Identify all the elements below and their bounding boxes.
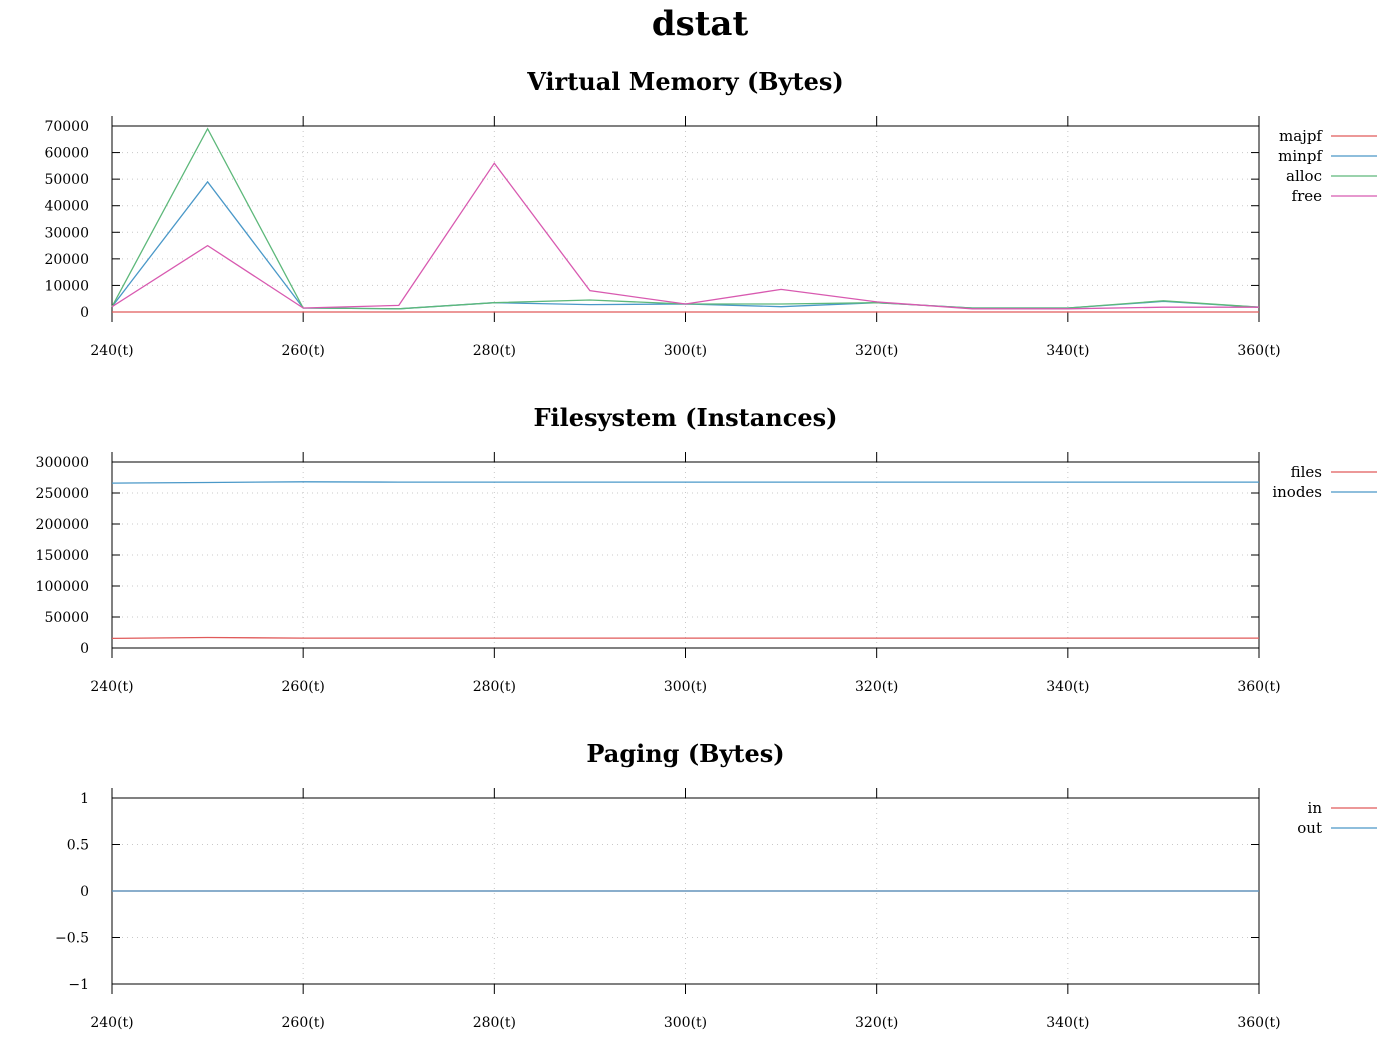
legend-label-majpf: majpf	[1279, 127, 1323, 145]
y-tick-label: 20000	[44, 252, 89, 268]
series-line-files	[111, 636, 1259, 640]
x-tick-label: 320(t)	[855, 679, 898, 695]
x-tick-label: 360(t)	[1237, 343, 1280, 359]
y-tick-label: 100000	[36, 579, 89, 595]
x-tick-label: 260(t)	[282, 679, 325, 695]
y-tick-label: 300000	[36, 455, 89, 471]
y-tick-label: 30000	[44, 225, 89, 241]
x-tick-label: 240(t)	[90, 679, 133, 695]
y-tick-label: 40000	[44, 199, 89, 215]
x-tick-label: 280(t)	[473, 1015, 516, 1031]
legend-label-files: files	[1291, 463, 1322, 481]
x-tick-label: 260(t)	[282, 1015, 325, 1031]
y-tick-label: 0	[80, 884, 89, 900]
y-tick-label: −0.5	[55, 931, 89, 947]
y-tick-label: 0	[80, 305, 89, 321]
x-tick-label: 280(t)	[473, 679, 516, 695]
chart-title: Virtual Memory (Bytes)	[526, 67, 844, 96]
legend-label-in: in	[1308, 799, 1323, 817]
x-tick-label: 240(t)	[90, 1015, 133, 1031]
legend-label-inodes: inodes	[1272, 483, 1322, 501]
y-tick-label: 50000	[44, 610, 89, 626]
y-tick-label: 250000	[36, 486, 89, 502]
series-line-inodes	[111, 481, 1259, 484]
y-tick-label: 150000	[36, 548, 89, 564]
y-tick-label: 200000	[36, 517, 89, 533]
x-tick-label: 260(t)	[282, 343, 325, 359]
x-tick-label: 340(t)	[1046, 1015, 1089, 1031]
y-tick-label: 0	[80, 641, 89, 657]
y-tick-label: 1	[80, 791, 89, 807]
series-line-free	[111, 162, 1259, 310]
y-tick-label: 70000	[44, 119, 89, 135]
y-tick-label: 50000	[44, 172, 89, 188]
x-tick-label: 340(t)	[1046, 679, 1089, 695]
x-tick-label: 340(t)	[1046, 343, 1089, 359]
legend-label-minpf: minpf	[1278, 147, 1323, 165]
y-tick-label: −1	[68, 977, 89, 993]
chart-title: Filesystem (Instances)	[534, 403, 838, 432]
y-tick-label: 60000	[44, 146, 89, 162]
x-tick-label: 300(t)	[664, 679, 707, 695]
x-tick-label: 360(t)	[1237, 1015, 1280, 1031]
series-line-minpf	[111, 180, 1260, 310]
legend-label-free: free	[1292, 187, 1323, 205]
legend-label-alloc: alloc	[1286, 167, 1322, 185]
x-tick-label: 320(t)	[855, 1015, 898, 1031]
chart-title: Paging (Bytes)	[586, 739, 784, 768]
figure-title: dstat	[651, 4, 749, 44]
x-tick-label: 300(t)	[664, 343, 707, 359]
x-tick-label: 360(t)	[1237, 679, 1280, 695]
x-tick-label: 300(t)	[664, 1015, 707, 1031]
chart-panel-1: Virtual Memory (Bytes) 0 10000 20000 30000 40…	[44, 67, 1377, 359]
legend-label-out: out	[1297, 819, 1322, 837]
chart-panel-3: Paging (Bytes) −1 −0.5 0 0.5 1 240(t) 260(t) 280…	[55, 739, 1377, 1031]
x-tick-label: 280(t)	[473, 343, 516, 359]
x-tick-label: 240(t)	[90, 343, 133, 359]
chart-panel-2: Filesystem (Instances) 0 50000 100000 150000…	[36, 403, 1377, 695]
y-tick-label: 0.5	[67, 838, 89, 854]
x-tick-label: 320(t)	[855, 343, 898, 359]
y-tick-label: 10000	[44, 278, 89, 294]
